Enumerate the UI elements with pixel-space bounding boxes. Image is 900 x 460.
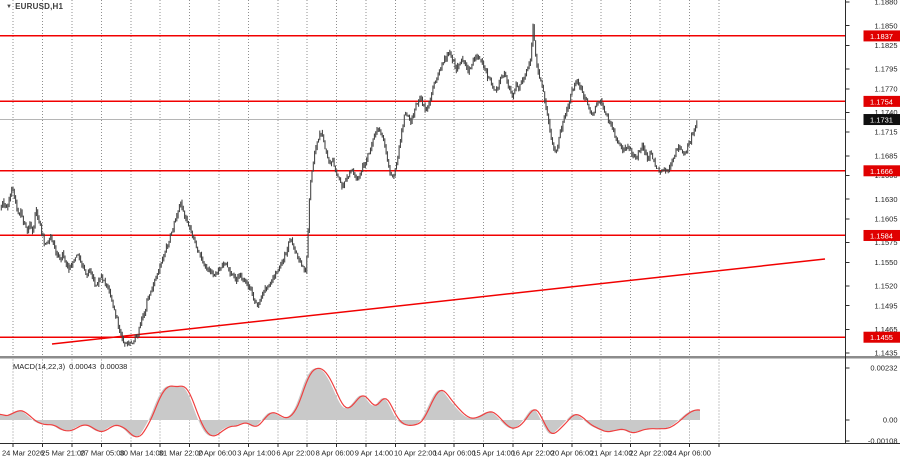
macd-value-signal: 0.00038 (100, 362, 128, 371)
candlestick-series[interactable] (0, 23, 698, 347)
vertical-gridlines (12, 0, 720, 443)
price-level-tag (863, 30, 900, 42)
price-tick-label: 1.1850 (875, 21, 898, 30)
macd-name: MACD(14,22,3) (13, 362, 66, 371)
symbol-text: EURUSD,H1 (15, 2, 64, 11)
price-tick-label: 1.1825 (875, 41, 898, 50)
price-level-tag (863, 95, 900, 107)
price-tick-label: 1.1880 (875, 0, 898, 7)
macd-scale-label: 0.00 (883, 416, 898, 425)
time-label: 31 Mar 22:00 (159, 449, 203, 458)
price-tick-label: 1.1495 (875, 301, 898, 310)
time-label: 15 Apr 14:00 (472, 449, 515, 458)
time-label: 22 Apr 22:00 (629, 449, 672, 458)
price-level-tag-label: 1.1837 (870, 32, 893, 41)
price-tick-label: 1.1605 (875, 215, 898, 224)
price-tick-label: 1.1795 (875, 65, 898, 74)
price-axis[interactable]: 1.18801.18501.18251.17951.17701.17401.17… (845, 0, 900, 444)
price-tick-label: 1.1770 (875, 84, 898, 93)
trendline (51, 258, 826, 345)
time-label: 21 Apr 14:00 (590, 449, 633, 458)
current-price-tag-label: 1.1731 (870, 116, 893, 125)
time-label: 6 Apr 22:00 (276, 449, 314, 458)
price-tick-label: 1.1630 (875, 195, 898, 204)
time-label: 10 Apr 22:00 (394, 449, 437, 458)
current-price-tag (863, 114, 900, 126)
trendline (51, 258, 826, 345)
time-label: 27 Mar 05:00 (80, 449, 124, 458)
symbol-label: ▼ EURUSD,H1 (6, 2, 63, 11)
time-label: 24 Mar 2026 (2, 449, 44, 458)
price-tick-label: 1.1715 (875, 128, 898, 137)
time-label: 25 Mar 21:00 (41, 449, 85, 458)
time-label: 16 Apr 22:00 (512, 449, 555, 458)
macd-signal-line (0, 367, 701, 438)
time-label: 20 Apr 06:00 (551, 449, 594, 458)
price-tick-label: 1.1435 (875, 349, 898, 358)
price-level-tag-label: 1.1584 (870, 231, 893, 240)
dropdown-triangle-icon: ▼ (6, 3, 13, 10)
price-level-tag-label: 1.1754 (870, 97, 893, 106)
candlestick-series[interactable] (0, 23, 698, 347)
time-label: 14 Apr 06:00 (433, 449, 476, 458)
price-level-tag (863, 229, 900, 241)
time-label: 2 Apr 06:00 (198, 449, 236, 458)
price-level-tag (863, 165, 900, 177)
price-level-tag (863, 331, 900, 343)
macd-indicator-label: MACD(14,22,3) 0.00043 0.00038 (13, 362, 131, 371)
price-tick-label: 1.1520 (875, 282, 898, 291)
time-label: 9 Apr 14:00 (355, 449, 393, 458)
price-tick-label: 1.1465 (875, 325, 898, 334)
time-label: 8 Apr 06:00 (316, 449, 354, 458)
price-tick-label: 1.1575 (875, 238, 898, 247)
macd-scale-label: -0.00108 (868, 437, 898, 446)
horizontal-level-lines (0, 35, 845, 338)
time-label: 24 Apr 06:00 (668, 449, 711, 458)
price-tick-label: 1.1550 (875, 258, 898, 267)
price-level-tag-label: 1.1666 (870, 167, 893, 176)
price-tick-label: 1.1740 (875, 108, 898, 117)
macd-scale[interactable]: 0.00232 0.00 -0.00108 (845, 364, 898, 446)
macd-signal-line (0, 367, 701, 438)
price-tick-label: 1.1685 (875, 151, 898, 160)
macd-scale-label: 0.00232 (870, 364, 897, 373)
macd-value-main: 0.00043 (69, 362, 97, 371)
price-level-tag-label: 1.1455 (870, 333, 893, 342)
time-label: 3 Apr 14:00 (237, 449, 275, 458)
time-label: 30 Mar 14:00 (120, 449, 164, 458)
